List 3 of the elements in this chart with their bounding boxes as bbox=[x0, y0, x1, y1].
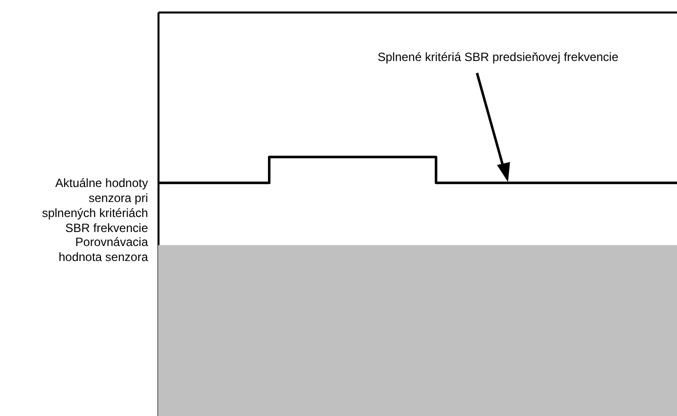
band-label: Porovnávacia hodnota senzora bbox=[58, 235, 148, 264]
text: Splnené kritériá SBR predsieňovej frekvencie bbox=[378, 50, 619, 64]
text: Aktuálne hodnoty senzora pri splnených kritériách SBR frekvencie bbox=[42, 176, 148, 235]
